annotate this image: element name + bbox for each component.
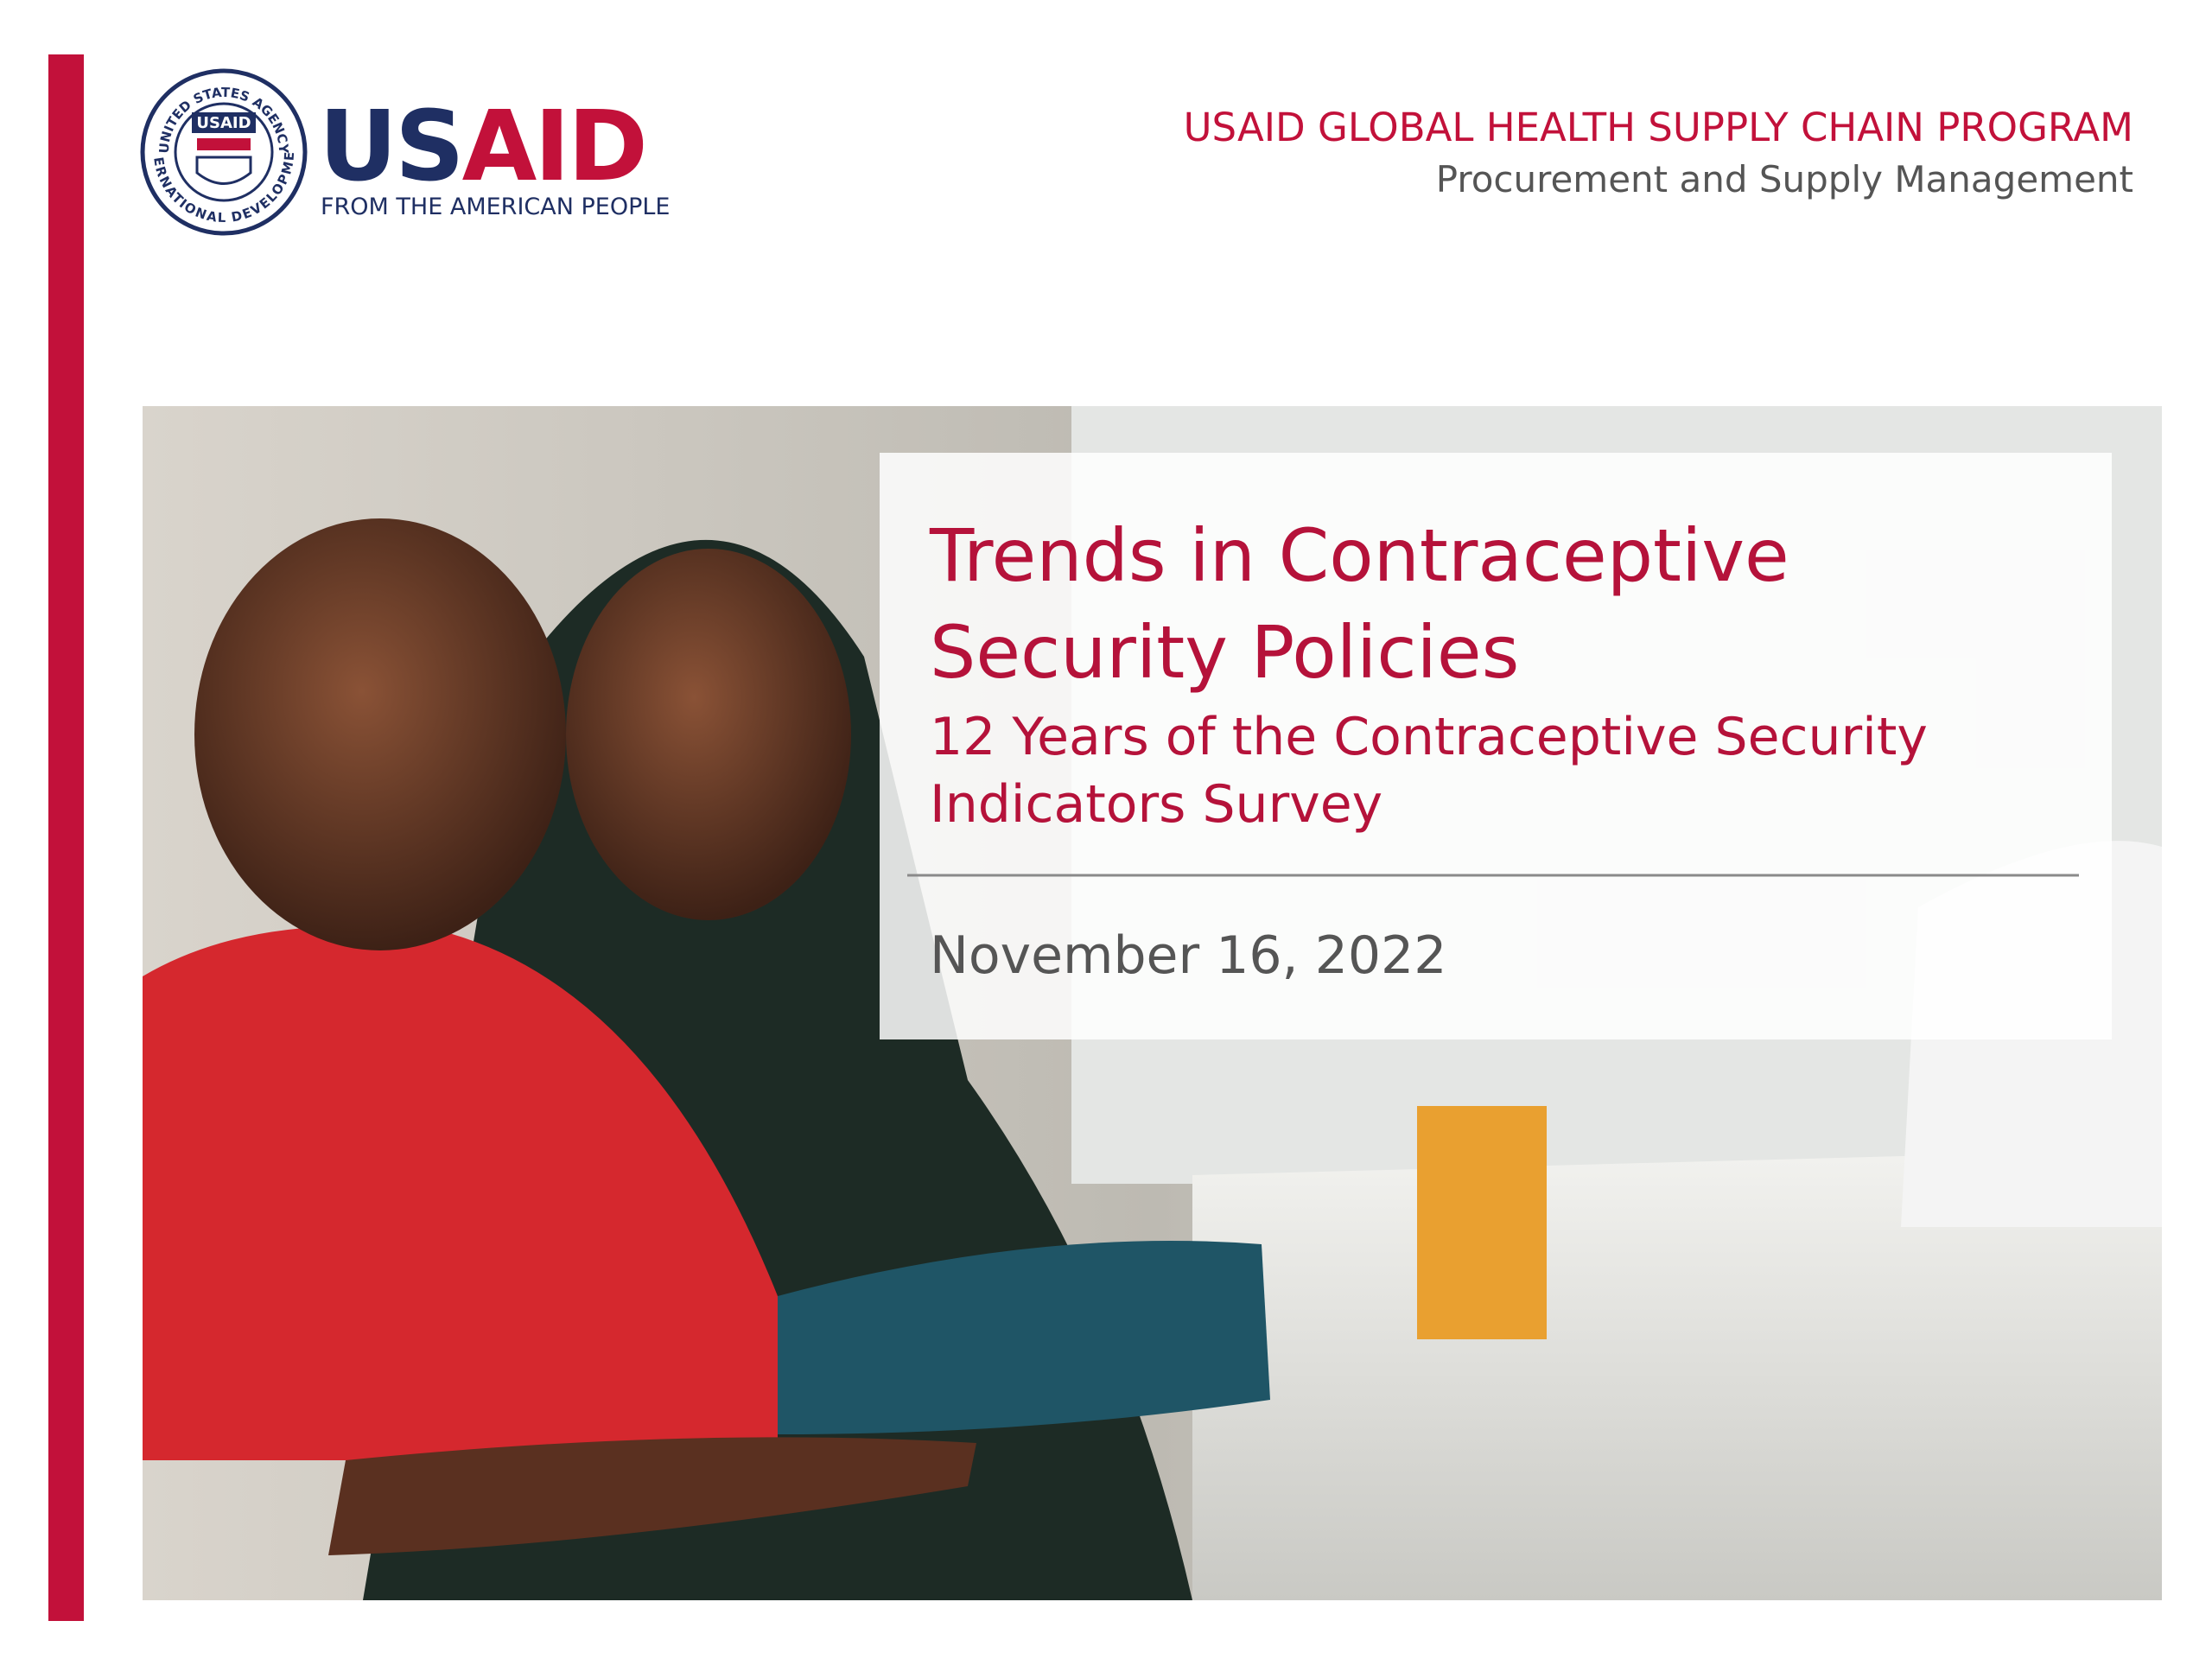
wallet [778, 1241, 1270, 1434]
woman-face [566, 549, 851, 920]
accent-bar [48, 54, 84, 1621]
subtitle-line: 12 Years of the Contraceptive Security [930, 707, 1928, 767]
title-line: Security Policies [930, 610, 1519, 695]
child-shirt [143, 925, 778, 1460]
seal-shield [195, 156, 252, 185]
title-panel [880, 453, 2112, 1039]
tagline: FROM THE AMERICAN PEOPLE [321, 194, 671, 220]
seal-badge-bg [192, 112, 256, 133]
program-name: USAID GLOBAL HEALTH SUPPLY CHAIN PROGRAM [1184, 105, 2133, 150]
subtitle-line: Indicators Survey [930, 774, 1382, 835]
title-line: Trends in Contraceptive [929, 513, 1789, 598]
seal-badge: USAID [196, 114, 251, 132]
seal-stripe [197, 138, 251, 150]
arm [328, 1437, 976, 1555]
medicine-box [1417, 1106, 1547, 1339]
wordmark: USAID [319, 91, 645, 203]
date: November 16, 2022 [930, 925, 1446, 986]
usaid-logo: UNITED STATES AGENCY INTERNATIONAL DEVEL… [0, 0, 671, 236]
child-face [194, 518, 566, 950]
project-name: Procurement and Supply Management [1436, 158, 2133, 200]
